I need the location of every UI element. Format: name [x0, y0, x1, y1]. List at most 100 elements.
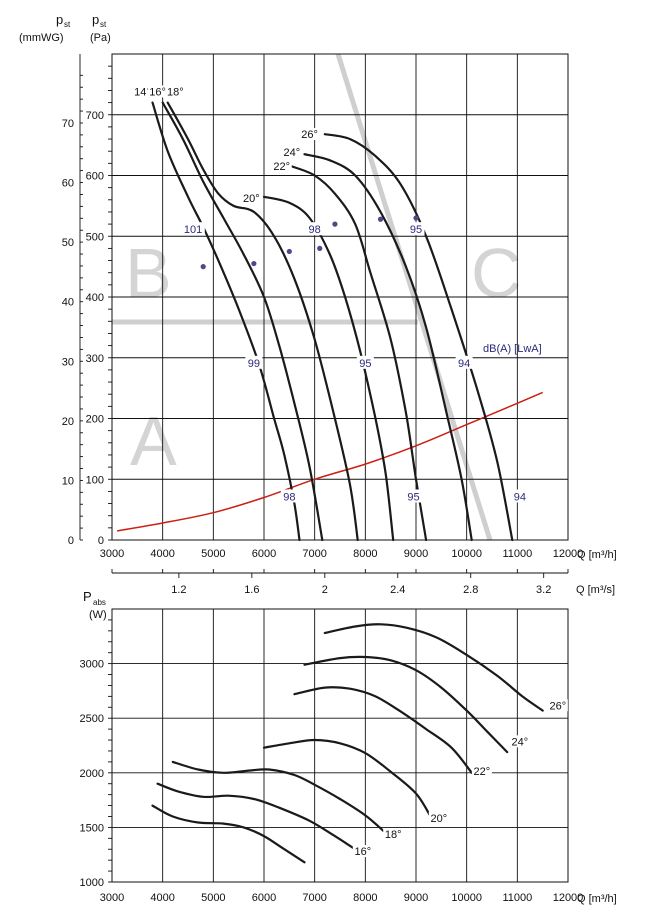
power-curve-22deg	[293, 686, 473, 774]
blade-label-bg	[271, 160, 292, 173]
zone-a: A	[130, 402, 177, 480]
w-tick: 2500	[80, 713, 104, 725]
blade-label: 26°	[301, 129, 318, 141]
mmwg-tick: 20	[62, 416, 74, 428]
curve-dot	[251, 260, 257, 267]
power-curve-26deg	[323, 623, 544, 712]
pa-tick: 300	[86, 353, 104, 365]
m3s-tick-label: 1.2	[171, 584, 186, 596]
blade-label: 20°	[243, 193, 260, 205]
bottom-x-tick: 5000	[201, 892, 225, 904]
blade-label-bg	[241, 191, 262, 204]
mmwg-tick: 40	[62, 297, 74, 309]
power-curve-14deg	[151, 804, 306, 864]
power-label: 24°	[512, 736, 529, 748]
curve-dot	[413, 215, 419, 221]
mmwg-tick: 50	[62, 237, 74, 249]
top-x-tick: 6000	[252, 548, 276, 560]
bottom-x-tick: 12000	[553, 892, 584, 904]
bottom-x-tick: 10000	[451, 892, 482, 904]
w-tick: 1000	[80, 877, 104, 889]
power-label-bg	[428, 811, 449, 824]
zone-c: C	[471, 234, 522, 312]
mmwg-tick: 0	[68, 535, 74, 547]
m3s-tick-label: 2.4	[390, 584, 405, 596]
power-curve-18deg	[171, 760, 387, 834]
pa-tick: 700	[86, 110, 104, 122]
blade-label: 16°	[149, 86, 166, 98]
pabs-symbol: P	[83, 589, 92, 604]
power-label: 20°	[430, 813, 447, 825]
bottom-blade-labels: 16° 18° 20° 22° 24° 26°	[352, 699, 568, 858]
db-label-bg	[280, 489, 298, 503]
curve-dot	[200, 264, 206, 270]
m3s-tick-label: 1.6	[244, 584, 259, 596]
power-label-bg	[509, 735, 530, 748]
fan-curve-20deg	[262, 195, 395, 542]
pst-mmwg-symbol: p	[56, 12, 63, 27]
db-label: 101	[184, 224, 202, 236]
blade-label-bg	[132, 85, 153, 98]
fan-curve-24deg	[303, 153, 473, 542]
top-fan-curves	[151, 101, 514, 542]
db-label-bg	[455, 355, 473, 369]
fan-curve-16deg	[161, 101, 324, 542]
bottom-x-tick: 7000	[302, 892, 326, 904]
m3s-tick-label: 2	[322, 584, 328, 596]
curve-dot	[286, 248, 292, 255]
db-label: 95	[407, 491, 419, 503]
power-curve-24deg	[303, 655, 509, 754]
bottom-frame	[111, 608, 569, 883]
db-label: 94	[458, 358, 470, 370]
power-label-bg	[471, 764, 492, 777]
pa-tick: 200	[86, 414, 104, 426]
bottom-x-tick: 8000	[353, 892, 377, 904]
db-label-bg	[181, 222, 205, 236]
bottom-power-curves	[151, 623, 544, 864]
db-label-bg	[404, 489, 422, 503]
db-labels: 101 98 95 99 95 94 98 95 94	[181, 222, 529, 503]
power-label: 18°	[385, 829, 402, 841]
top-y-labels: p st (mmWG) p st (Pa)	[19, 12, 111, 44]
x-unit-m3s: Q [m³/s]	[576, 584, 615, 596]
zones: B C A	[112, 53, 522, 541]
power-label: 16°	[354, 846, 371, 858]
pabs-unit: (W)	[89, 609, 107, 621]
fan-curve-22deg	[290, 165, 428, 542]
bottom-x-tick: 3000	[100, 892, 124, 904]
mmwg-tick: 60	[62, 178, 74, 190]
db-label-bg	[306, 222, 324, 236]
blade-label: 18°	[167, 86, 184, 98]
pa-tick: 600	[86, 171, 104, 183]
w-tick: 3000	[80, 659, 104, 671]
w-tick: 2000	[80, 768, 104, 780]
pst-mmwg-sub: st	[64, 20, 71, 29]
blade-label: 24°	[284, 147, 301, 159]
power-curve-20deg	[262, 738, 433, 819]
m3s-tick-label: 2.8	[463, 584, 478, 596]
bottom-grid	[108, 608, 569, 883]
db-label-bg	[511, 489, 529, 503]
bottom-x-tick: 4000	[150, 892, 174, 904]
zone-b: B	[125, 234, 172, 312]
pa-tick: 0	[98, 535, 104, 547]
top-x-tick: 10000	[451, 548, 482, 560]
bottom-axis-ticks: 3000 4000 5000 6000 7000 8000 9000 10000 11000 12…	[80, 659, 584, 904]
pa-tick: 400	[86, 292, 104, 304]
blade-label: 14°	[134, 86, 151, 98]
bottom-x-tick: 11000	[502, 892, 532, 904]
mmwg-unit: (mmWG)	[19, 32, 64, 44]
mmwg-tick: 70	[62, 118, 74, 130]
pa-unit: (Pa)	[90, 32, 111, 44]
db-label: 99	[248, 358, 260, 370]
db-unit-label: dB(A) [LwA]	[483, 343, 542, 355]
power-label: 26°	[550, 700, 567, 712]
blade-label-bg	[299, 128, 320, 141]
power-label-bg	[547, 699, 568, 712]
curve-dot	[317, 245, 323, 251]
bottom-x-tick: 6000	[252, 892, 276, 904]
power-label-bg	[383, 828, 404, 841]
system-curve-line	[116, 391, 543, 532]
top-dots	[200, 215, 419, 270]
